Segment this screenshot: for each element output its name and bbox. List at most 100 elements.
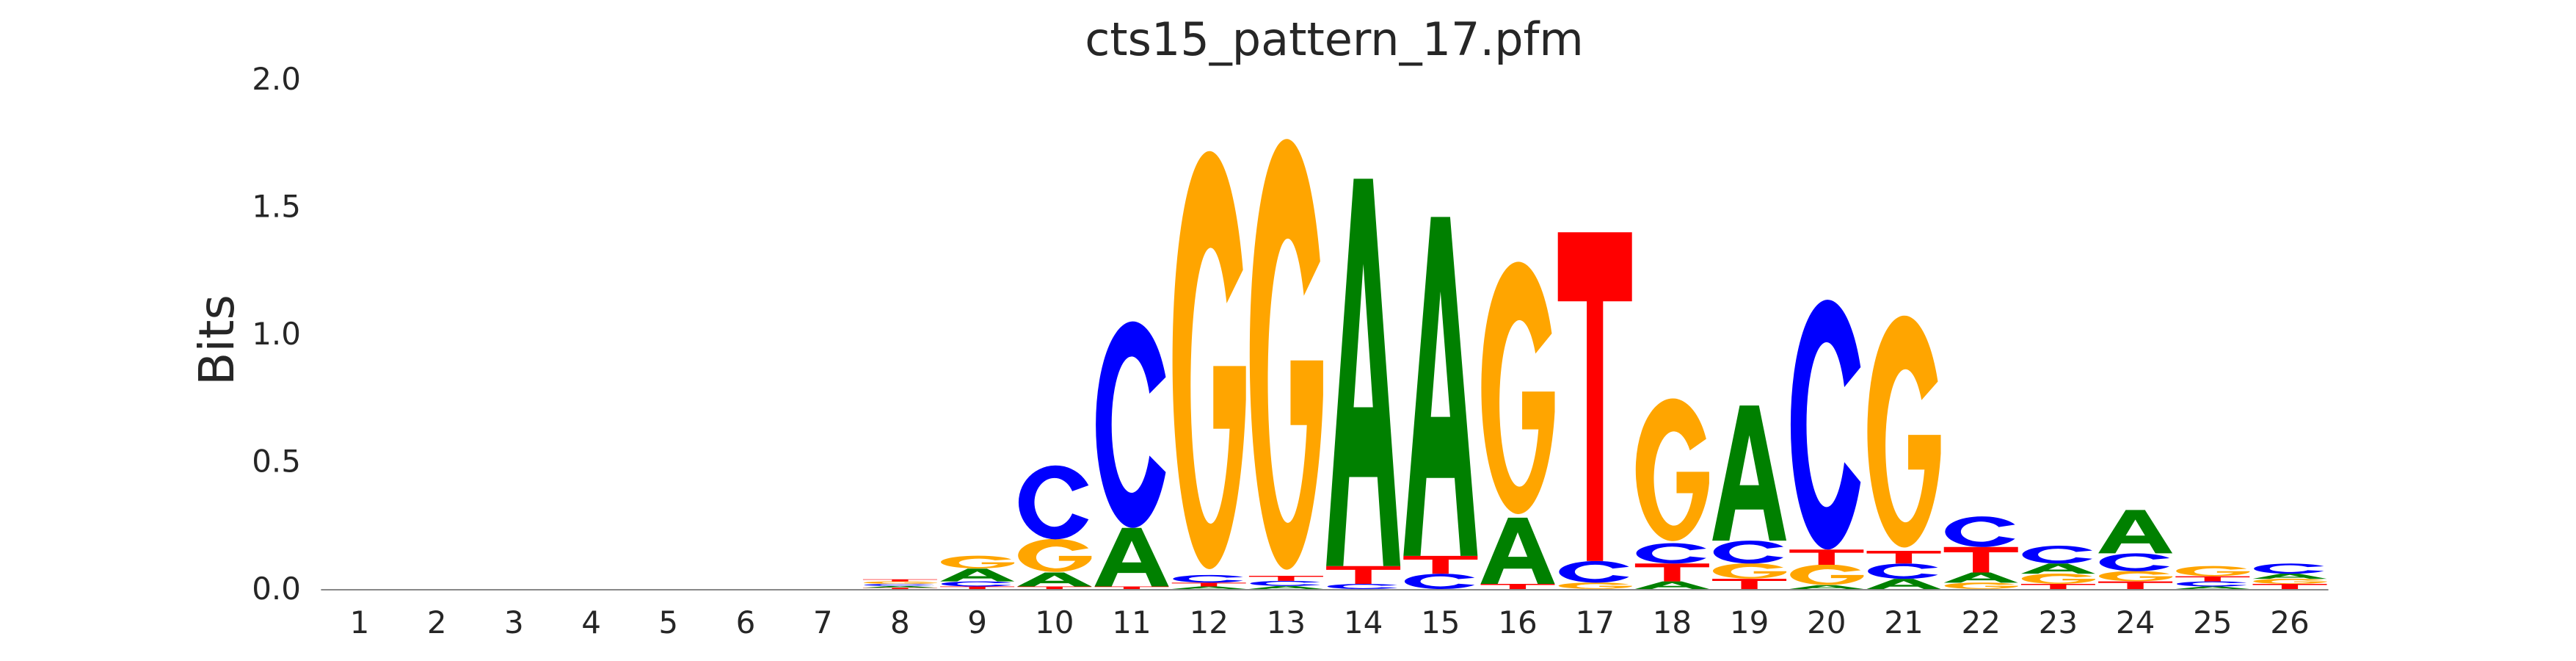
logo-letter-G [1018,539,1091,572]
chart-title: cts15_pattern_17.pfm [1085,12,1584,66]
logo-letter-C [2177,582,2246,587]
x-tick-label: 6 [736,604,756,640]
logo-letter-G [2253,579,2326,584]
logo-letter-C [2100,553,2169,571]
logo-letter-T [1944,547,2018,573]
logo-letter-T [2175,577,2249,582]
x-tick-label: 22 [1961,604,2000,640]
logo-letter-T [1017,587,1091,589]
x-tick-label: 18 [1653,604,1692,640]
x-tick-label: 17 [1575,604,1614,640]
logo-letter-T [2098,582,2172,589]
logo-letter-G [1867,316,1940,548]
logo-letter-A [2175,587,2249,589]
x-tick-label: 13 [1267,604,1306,640]
x-tick-label: 1 [350,604,370,640]
logo-letter-A [1789,585,1863,589]
x-tick-label: 5 [658,604,678,640]
logo-letter-A [940,568,1014,581]
x-tick-label: 21 [1884,604,1923,640]
y-tick-label: 2.0 [252,61,301,97]
logo-letter-C [1173,575,1242,582]
logo-letter-T [1095,587,1169,589]
x-tick-label: 9 [967,604,987,640]
x-tick-label: 7 [813,604,833,640]
logo-letter-T [1326,566,1400,584]
logo-letter-T [1867,551,1941,563]
y-axis-label: Bits [189,295,245,386]
logo-letter-G [2176,566,2249,577]
logo-letter-C [942,582,1011,587]
logo-letter-A [1249,586,1323,589]
logo-letter-A [1172,587,1246,589]
logo-letter-C [1868,563,1938,579]
logo-letter-A [1017,572,1091,586]
logo-letter-G [864,582,937,584]
logo-letter-C [1019,466,1088,540]
logo-letter-G [941,556,1014,568]
logo-letter-C [1559,561,1629,583]
x-tick-label: 10 [1035,604,1074,640]
logo-letter-T [863,579,937,582]
x-tick-label: 16 [1498,604,1537,640]
y-tick-label: 0.0 [252,571,301,607]
logo-letter-G [1173,151,1246,569]
logo-letter-T [1403,556,1477,574]
logo-letter-T [1635,563,1709,581]
logo-letter-T [1481,584,1555,589]
x-tick-label: 20 [1807,604,1846,640]
logo-letter-C [1791,300,1860,549]
logo-letter-G [1559,582,1632,589]
x-tick-label: 19 [1730,604,1769,640]
x-tick-label: 23 [2039,604,2078,640]
logo-letter-G [1636,398,1709,541]
logo-letter-T [863,588,937,589]
logo-letter-C [1328,584,1397,589]
x-tick-label: 12 [1189,604,1228,640]
logo-letter-A [2253,574,2327,579]
logo-letter-A [1326,178,1400,566]
logo-letter-C [2254,563,2324,574]
logo-letter-C [865,584,934,586]
x-tick-label: 14 [1344,604,1383,640]
logo-letter-C [2023,546,2092,563]
logo-letter-T [1789,549,1863,565]
logo-letter-A [1095,528,1169,587]
logo-letter-G [2022,574,2095,584]
x-axis-ticks: 1 2 3 4 5 6 7 8 9 10 11 12 13 14 15 16 17 18 19 20 21 22 23 24 2… [350,604,2310,640]
x-tick-label: 24 [2116,604,2155,640]
logo-letter-G [1790,565,1863,585]
letter-stacks [863,139,2327,589]
logo-letter-A [2098,510,2172,553]
logo-letter-C [1405,574,1474,589]
y-tick-label: 1.5 [252,189,301,225]
x-tick-label: 11 [1112,604,1151,640]
logo-letter-T [2021,584,2095,589]
logo-letter-G [1481,261,1554,514]
logo-letter-A [1944,572,2018,582]
logo-letter-A [863,586,937,588]
logo-letter-T [1249,576,1323,581]
logo-letter-A [2021,563,2095,574]
logo-letter-A [1481,518,1555,584]
logo-letter-T [1558,232,1632,561]
logo-letter-G [1945,582,2018,589]
logo-letter-A [1403,217,1477,556]
logo-letter-A [1712,405,1786,541]
logo-letter-T [2253,584,2327,589]
logo-letter-C [1637,543,1706,564]
x-tick-label: 8 [890,604,910,640]
logo-letter-T [1172,582,1246,586]
logo-letter-T [1712,579,1786,589]
x-tick-label: 26 [2270,604,2309,640]
logo-letter-G [1713,563,1786,579]
y-axis-ticks: 0.0 0.5 1.0 1.5 2.0 [252,61,301,607]
logo-letter-C [1945,516,2015,547]
x-tick-label: 4 [581,604,601,640]
x-tick-label: 25 [2193,604,2232,640]
x-tick-label: 2 [427,604,447,640]
logo-letter-G [2099,571,2172,582]
x-tick-label: 15 [1421,604,1460,640]
logo-letter-A [1867,579,1941,589]
